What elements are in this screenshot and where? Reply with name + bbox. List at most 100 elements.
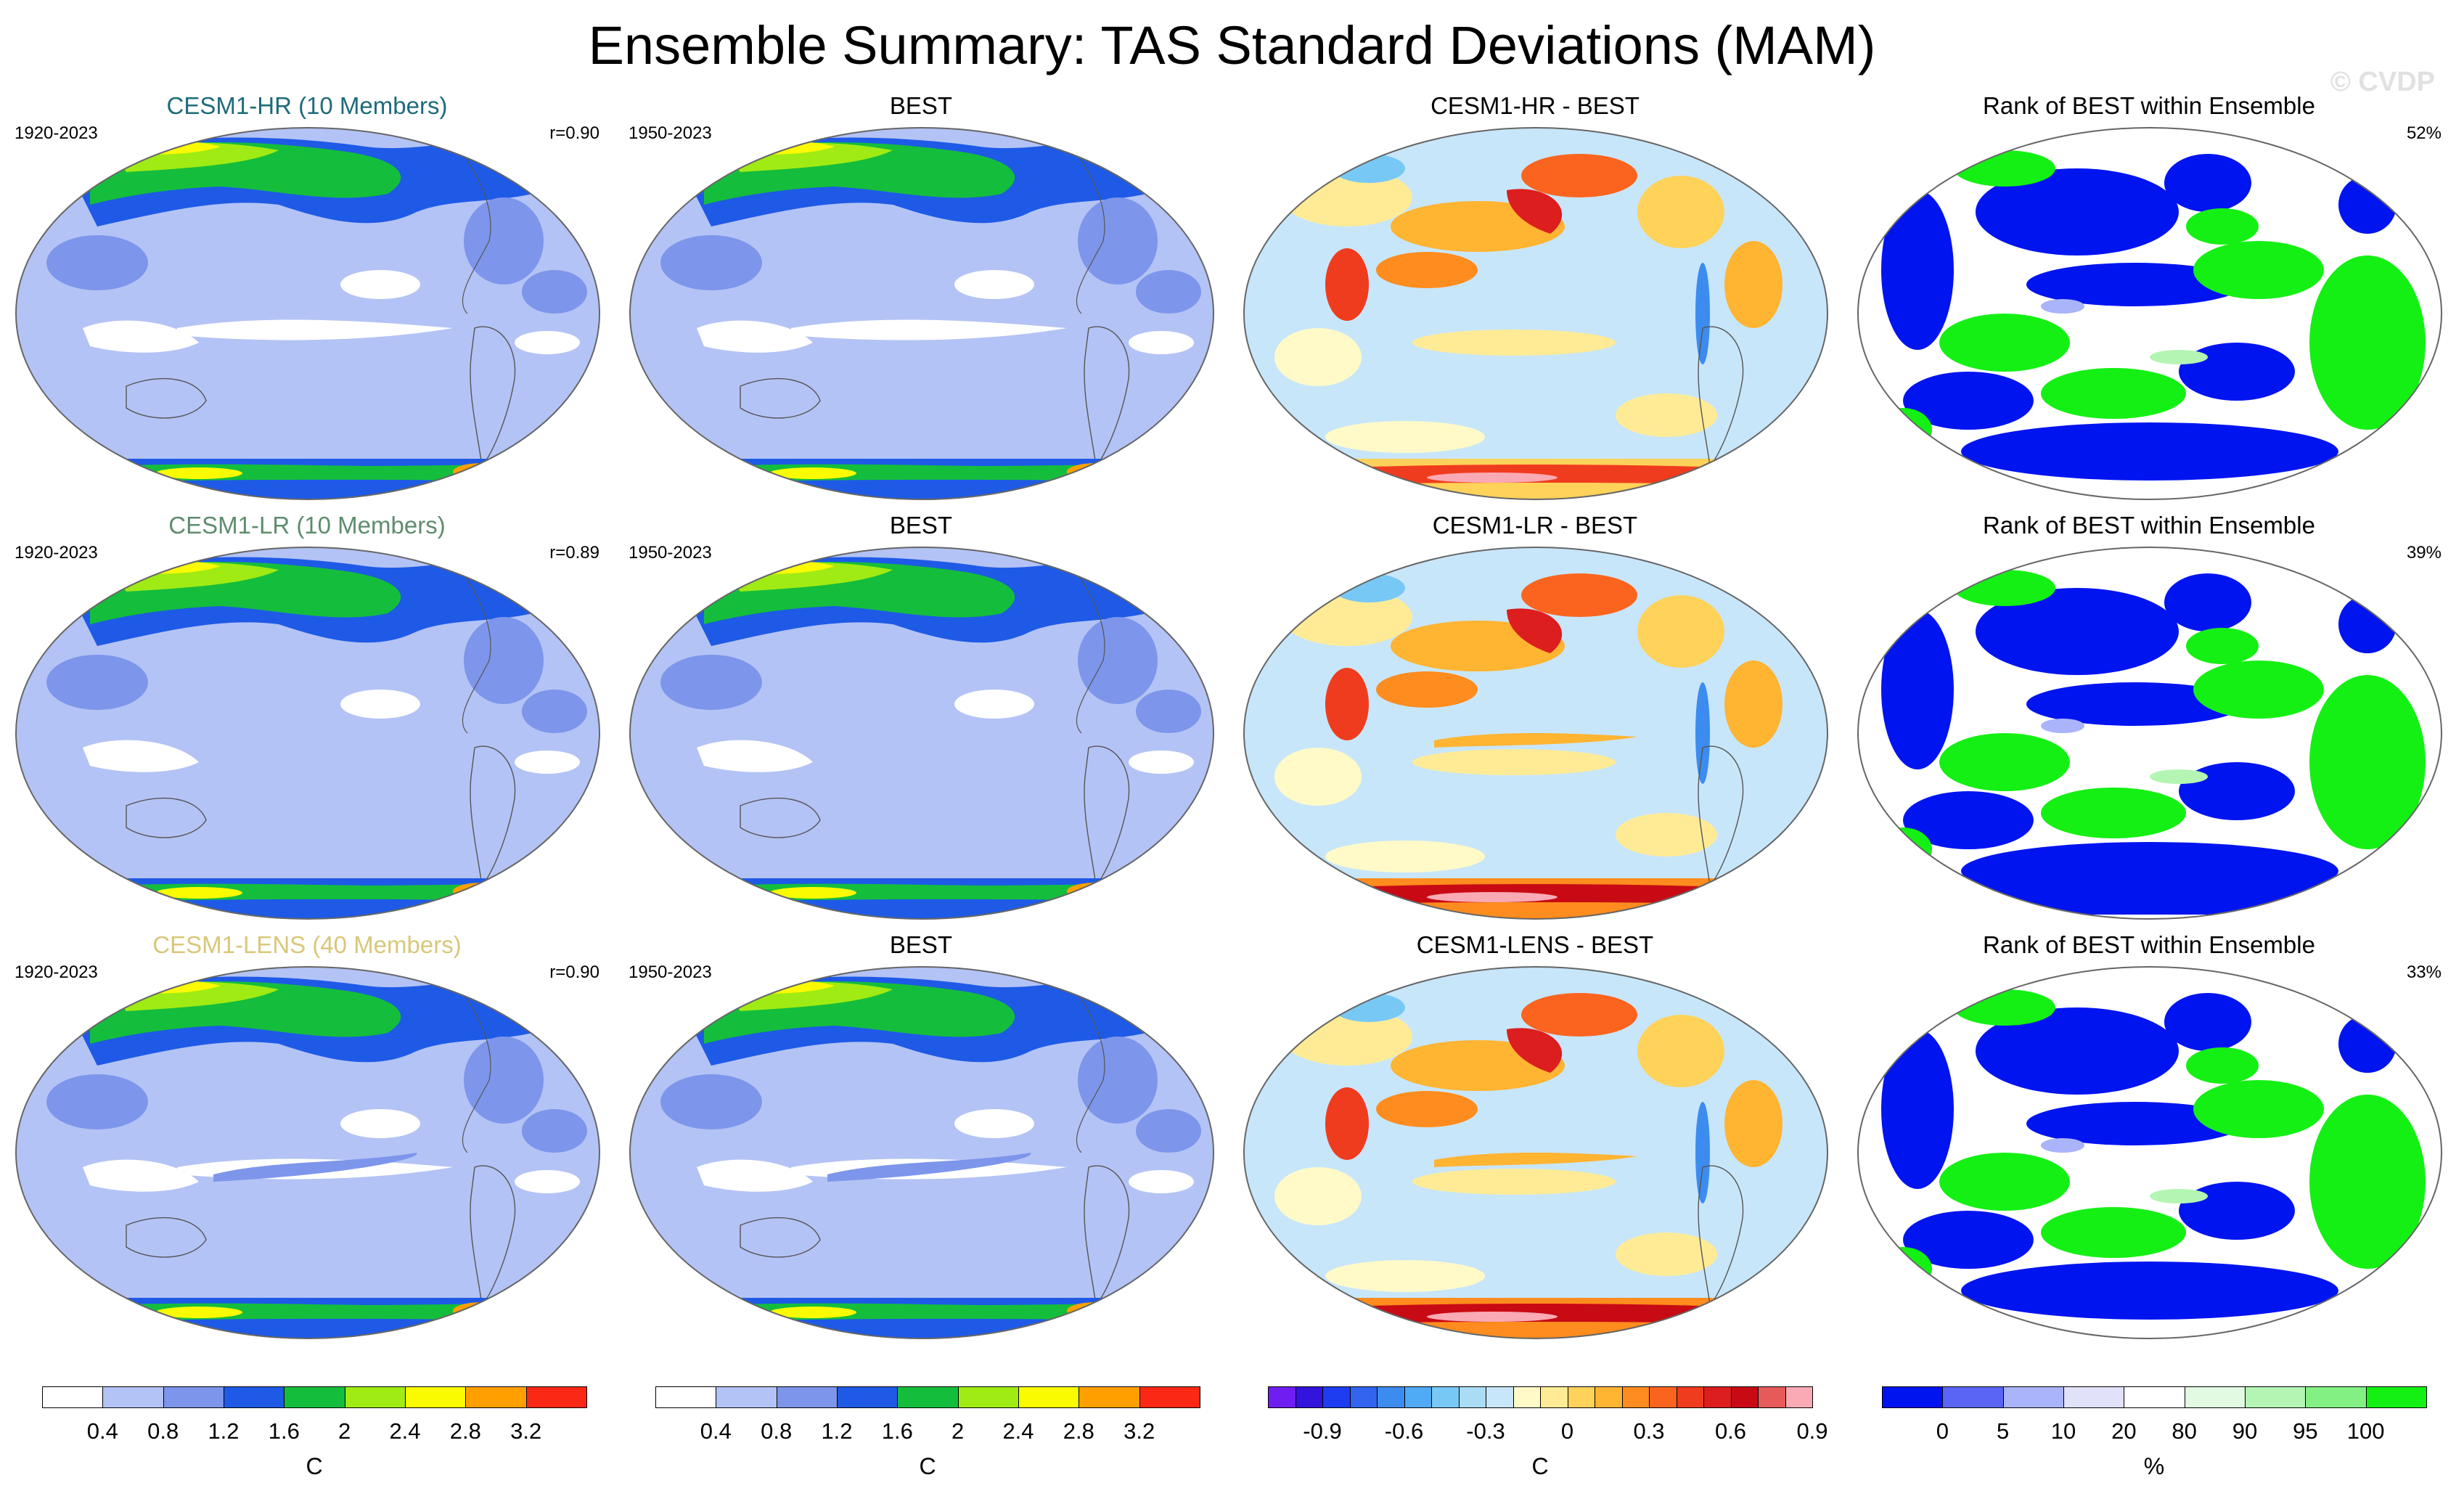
panel-title: CESM1-LR (10 Members)	[168, 512, 446, 539]
tropical-white-1	[697, 1159, 813, 1192]
colorbar-swatch	[2305, 1386, 2367, 1408]
asia-patch	[660, 655, 762, 710]
diff-equator-warm	[1434, 733, 1637, 748]
asia-patch	[46, 235, 148, 290]
robinson-map	[1243, 547, 1828, 920]
tropical-white-2	[340, 1109, 420, 1138]
rank-low-5	[1903, 1211, 2034, 1269]
colorbar-tick-label: 2.8	[1063, 1418, 1094, 1444]
robinson-map	[1243, 127, 1828, 500]
panel-period-label: 1920-2023	[15, 123, 98, 143]
colorbar-swatch	[1621, 1386, 1650, 1408]
australia-outline	[126, 377, 207, 419]
rank-high-2	[2193, 241, 2324, 299]
rank-pale-green	[2150, 1189, 2208, 1203]
diff-anomaly-3	[1521, 573, 1637, 617]
colorbar-swatch	[1078, 1386, 1140, 1408]
colorbar-swatch	[2245, 1386, 2307, 1408]
colorbar-tick-label: -0.3	[1466, 1418, 1505, 1444]
map-panel-row1-col1: CESM1-HR (10 Members) 1920-2023 r=0.90	[0, 91, 614, 511]
rank-pale-blue	[2041, 299, 2084, 314]
diff-antarctic-pink	[1427, 473, 1558, 483]
colorbar-swatch	[1377, 1386, 1405, 1408]
rank-high-7	[2186, 208, 2259, 245]
diff-anomaly-4	[1637, 595, 1724, 668]
colorbar-tick-label: 2.4	[389, 1418, 421, 1444]
colorbar-swatch	[405, 1386, 467, 1408]
map-border	[15, 127, 600, 500]
diff-anomaly-7	[1616, 1232, 1717, 1276]
colorbar-tick-label: 2.4	[1002, 1418, 1034, 1444]
diff-antarctic-pink	[1427, 892, 1558, 902]
colorbar-tick-label: 1.2	[208, 1418, 240, 1444]
north-america-outline	[1066, 978, 1105, 1153]
colorbar-swatch	[1486, 1386, 1514, 1408]
colorbar-tick-label: 0	[1560, 1418, 1574, 1444]
diff-cold-streak	[1695, 1102, 1710, 1203]
panel-title: Rank of BEST within Ensemble	[1983, 512, 2315, 539]
colorbar-1-std: 0.4 0.8 1.2 1.6 2 2.4 2.8 3.2 C	[42, 1386, 594, 1488]
colorbar-swatch	[284, 1386, 345, 1408]
map-border	[1243, 127, 1828, 500]
colorbar-tick-label: 0.9	[1796, 1418, 1828, 1444]
colorbar-swatch	[1882, 1386, 1944, 1408]
colorbar-swatch	[224, 1386, 285, 1408]
australia-outline	[126, 797, 207, 838]
colorbar-tick-label: 1.2	[821, 1418, 853, 1444]
rank-low-8	[2338, 1015, 2397, 1073]
map-panel-row2-col1: CESM1-LR (10 Members) 1920-2023 r=0.89	[0, 511, 614, 931]
colorbar-swatch	[2002, 1386, 2064, 1408]
colorbar-swatch	[776, 1386, 838, 1408]
colorbar-swatch	[1431, 1386, 1460, 1408]
colorbar-tick-label: 95	[2293, 1418, 2318, 1444]
rank-low-3	[2164, 993, 2251, 1051]
atlantic-patch	[522, 270, 587, 314]
map-panel-row2-col3: CESM1-LR - BEST	[1228, 511, 1842, 931]
panel-title: CESM1-LR - BEST	[1432, 512, 1638, 539]
colorbar-swatch	[163, 1386, 224, 1408]
colorbar-tick-label: 5	[1997, 1418, 2010, 1444]
rank-high-3	[2309, 675, 2426, 849]
colorbar-tick-label: 20	[2111, 1418, 2137, 1444]
rank-pale-blue	[2041, 719, 2084, 733]
map-panel-row3-col1: CESM1-LENS (40 Members) 1920-2023 r=0.90	[0, 931, 614, 1350]
panel-stat-label: 39%	[2406, 543, 2442, 563]
colorbar-tick-label: 10	[2050, 1418, 2076, 1444]
diff-cool-north	[1333, 154, 1405, 183]
rank-high-5	[2041, 788, 2186, 838]
tropical-white-2	[954, 1109, 1034, 1138]
map-field	[1244, 967, 1827, 1338]
rank-low-7	[1961, 1262, 2338, 1320]
map-border	[15, 547, 600, 920]
australia-outline	[740, 797, 821, 838]
robinson-map	[1857, 127, 2442, 500]
south-america-outline	[470, 745, 516, 887]
rank-high-5	[2041, 368, 2186, 419]
colorbar-3-diff: -0.9 -0.6 -0.3 0 0.3 0.6 0.9 C	[1268, 1386, 1828, 1488]
robinson-map	[15, 127, 600, 500]
panel-title: CESM1-LENS - BEST	[1416, 931, 1654, 958]
diff-cold-streak	[1695, 263, 1710, 364]
colorbar-swatch	[1322, 1386, 1351, 1408]
atlantic-patch	[522, 1109, 587, 1153]
colorbar-swatch	[897, 1386, 959, 1408]
map-panel-row3-col3: CESM1-LENS - BEST	[1228, 931, 1842, 1350]
america-patch	[1078, 1037, 1158, 1124]
map-panel-row1-col3: CESM1-HR - BEST	[1228, 91, 1842, 511]
diff-anomaly-6	[1412, 749, 1616, 775]
rank-high-7	[2186, 1047, 2259, 1084]
north-america-outline	[452, 558, 491, 734]
antarctic-red	[1090, 1305, 1116, 1317]
diff-kuroshio-hot	[1507, 1028, 1563, 1073]
asia-patch	[660, 1074, 762, 1129]
tropical-white-3	[515, 751, 580, 774]
map-panel-row2-col4: Rank of BEST within Ensemble 39%	[1842, 511, 2456, 931]
south-america-outline	[1698, 1165, 1744, 1307]
north-america-outline	[452, 139, 491, 314]
diff-cool-north	[1333, 573, 1405, 602]
diff-kuroshio-hot	[1507, 608, 1563, 653]
map-panel-row1-col2: BEST 1950-2023	[614, 91, 1228, 511]
america-patch	[1078, 617, 1158, 704]
colorbar-swatch	[1404, 1386, 1432, 1408]
panel-title: BEST	[889, 931, 953, 958]
